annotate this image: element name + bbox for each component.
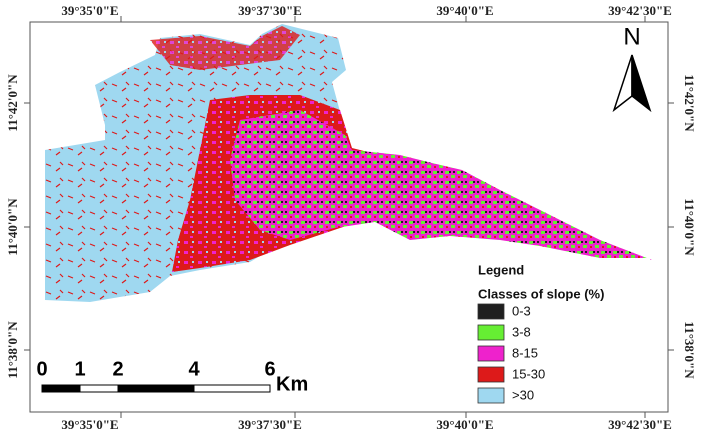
legend-title: Legend [478, 262, 524, 277]
frame-ticks [24, 16, 674, 418]
right-coord-label: 11°42'0"N [682, 74, 697, 132]
watershed [45, 24, 652, 302]
top-coord-label: 39°37'30"E [238, 3, 302, 18]
map-frame [29, 21, 669, 413]
legend-swatch [477, 303, 505, 320]
scale-segment [41, 384, 81, 393]
slope-region-mixed [230, 110, 652, 260]
left-coord-label: 11°40'0"N [5, 198, 20, 256]
bottom-coord-label: 39°35'0"E [61, 417, 118, 432]
scale-label: 1 [74, 358, 85, 380]
scale-label: 2 [112, 358, 123, 380]
top-coord-label: 39°40'0"E [436, 3, 493, 18]
scale-segment [193, 384, 271, 393]
right-coord-label: 11°38'0"N [682, 321, 697, 379]
scale-segment [117, 384, 195, 393]
legend: Legend Classes of slope (%) 0-3 3-8 8-15 15… [472, 258, 650, 410]
legend-label: 8-15 [512, 345, 538, 360]
legend-label: 15-30 [512, 366, 545, 381]
legend-label: >30 [512, 387, 534, 402]
legend-label: 3-8 [512, 324, 531, 339]
left-coord-label: 11°38'0"N [5, 321, 20, 379]
legend-swatch [477, 387, 505, 404]
scale-bar: 0 1 2 4 6Km [36, 358, 308, 395]
legend-subtitle: Classes of slope (%) [478, 286, 604, 301]
scale-unit: Km [276, 373, 308, 395]
north-label: N [623, 23, 640, 50]
legend-swatch [477, 366, 505, 383]
top-coord-label: 39°42'30"E [608, 3, 672, 18]
scale-label: 6 [264, 358, 275, 380]
left-coord-label: 11°42'0"N [5, 74, 20, 132]
right-coord-label: 11°40'0"N [682, 198, 697, 256]
legend-label: 0-3 [512, 303, 531, 318]
scale-label: 0 [36, 358, 47, 380]
scale-segment [79, 384, 119, 393]
legend-swatch [477, 345, 505, 362]
bottom-coord-label: 39°40'0"E [436, 417, 493, 432]
bottom-coord-label: 39°42'30"E [608, 417, 672, 432]
scale-label: 4 [188, 358, 200, 380]
slope-region-upper [150, 26, 300, 70]
bottom-coord-label: 39°37'30"E [238, 417, 302, 432]
north-arrow: N [612, 23, 652, 113]
legend-swatch [477, 324, 505, 341]
top-coord-label: 39°35'0"E [61, 3, 118, 18]
